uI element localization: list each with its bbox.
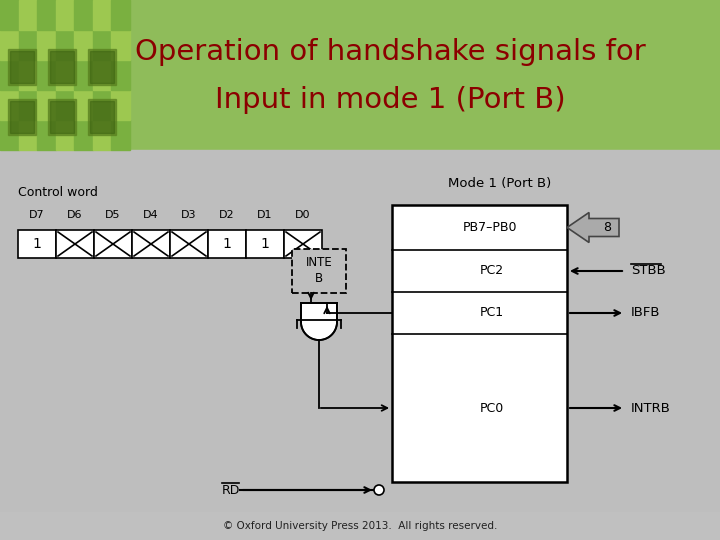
Bar bbox=[55, 90, 74, 120]
Text: STBB: STBB bbox=[631, 265, 666, 278]
Bar bbox=[0, 0, 720, 150]
Text: Mode 1 (Port B): Mode 1 (Port B) bbox=[448, 177, 551, 190]
Bar bbox=[19, 60, 37, 90]
Bar bbox=[112, 0, 130, 30]
Bar bbox=[93, 0, 112, 30]
Text: RD: RD bbox=[222, 483, 240, 496]
Bar bbox=[55, 120, 74, 150]
Text: Operation of handshake signals for: Operation of handshake signals for bbox=[135, 38, 645, 66]
Bar bbox=[10, 101, 34, 133]
Bar bbox=[8, 99, 36, 135]
Bar bbox=[37, 60, 55, 90]
Bar bbox=[88, 49, 116, 85]
Bar bbox=[74, 0, 93, 30]
Bar bbox=[246, 230, 284, 258]
Bar bbox=[392, 205, 567, 482]
Text: Control word: Control word bbox=[18, 186, 98, 199]
Polygon shape bbox=[301, 303, 337, 322]
Bar bbox=[18, 230, 56, 258]
FancyBboxPatch shape bbox=[292, 249, 346, 293]
Bar bbox=[0, 120, 19, 150]
Bar bbox=[0, 512, 720, 540]
Text: Input in mode 1 (Port B): Input in mode 1 (Port B) bbox=[215, 86, 565, 114]
Bar bbox=[37, 30, 55, 60]
Bar bbox=[37, 90, 55, 120]
Text: D4: D4 bbox=[143, 210, 159, 220]
Polygon shape bbox=[301, 322, 337, 340]
Text: D6: D6 bbox=[67, 210, 83, 220]
Bar bbox=[48, 99, 76, 135]
Text: © Oxford University Press 2013.  All rights reserved.: © Oxford University Press 2013. All righ… bbox=[222, 521, 498, 531]
Text: D3: D3 bbox=[181, 210, 197, 220]
Bar bbox=[50, 51, 74, 83]
Bar bbox=[74, 90, 93, 120]
Bar bbox=[37, 0, 55, 30]
Text: PB7–PB0: PB7–PB0 bbox=[462, 221, 517, 234]
Text: D5: D5 bbox=[105, 210, 121, 220]
Text: D7: D7 bbox=[30, 210, 45, 220]
Text: INTRB: INTRB bbox=[631, 402, 671, 415]
Bar bbox=[94, 230, 132, 258]
Bar bbox=[284, 230, 322, 258]
Text: PC0: PC0 bbox=[480, 402, 503, 415]
Text: D2: D2 bbox=[219, 210, 235, 220]
Bar bbox=[50, 101, 74, 133]
Bar bbox=[170, 230, 208, 258]
Bar bbox=[19, 90, 37, 120]
Bar bbox=[88, 99, 116, 135]
Bar bbox=[19, 0, 37, 30]
Bar bbox=[19, 120, 37, 150]
Text: INTE
B: INTE B bbox=[305, 256, 333, 286]
Bar bbox=[55, 60, 74, 90]
Bar bbox=[55, 30, 74, 60]
Bar bbox=[55, 0, 74, 30]
Bar bbox=[93, 30, 112, 60]
Bar bbox=[74, 120, 93, 150]
Text: D0: D0 bbox=[295, 210, 311, 220]
Bar bbox=[0, 30, 19, 60]
Bar bbox=[90, 101, 114, 133]
Bar bbox=[208, 230, 246, 258]
Bar bbox=[0, 0, 19, 30]
Polygon shape bbox=[567, 213, 619, 242]
Bar bbox=[48, 49, 76, 85]
Bar bbox=[0, 150, 720, 512]
Bar bbox=[74, 60, 93, 90]
Bar bbox=[93, 120, 112, 150]
Text: PC2: PC2 bbox=[480, 265, 503, 278]
Bar bbox=[56, 230, 94, 258]
Text: D1: D1 bbox=[257, 210, 273, 220]
Bar bbox=[93, 90, 112, 120]
Bar bbox=[112, 30, 130, 60]
Text: 1: 1 bbox=[32, 237, 42, 251]
Bar bbox=[112, 90, 130, 120]
Circle shape bbox=[374, 485, 384, 495]
Bar bbox=[19, 30, 37, 60]
Bar bbox=[112, 120, 130, 150]
Text: 1: 1 bbox=[222, 237, 231, 251]
Text: PC1: PC1 bbox=[480, 307, 503, 320]
Text: 1: 1 bbox=[261, 237, 269, 251]
Bar bbox=[90, 51, 114, 83]
Text: IBFB: IBFB bbox=[631, 307, 660, 320]
Bar bbox=[132, 230, 170, 258]
Bar bbox=[0, 90, 19, 120]
Bar bbox=[37, 120, 55, 150]
Bar bbox=[0, 60, 19, 90]
Bar bbox=[74, 30, 93, 60]
Bar bbox=[93, 60, 112, 90]
Bar bbox=[8, 49, 36, 85]
Bar bbox=[10, 51, 34, 83]
Bar bbox=[112, 60, 130, 90]
Text: 8: 8 bbox=[603, 221, 611, 234]
